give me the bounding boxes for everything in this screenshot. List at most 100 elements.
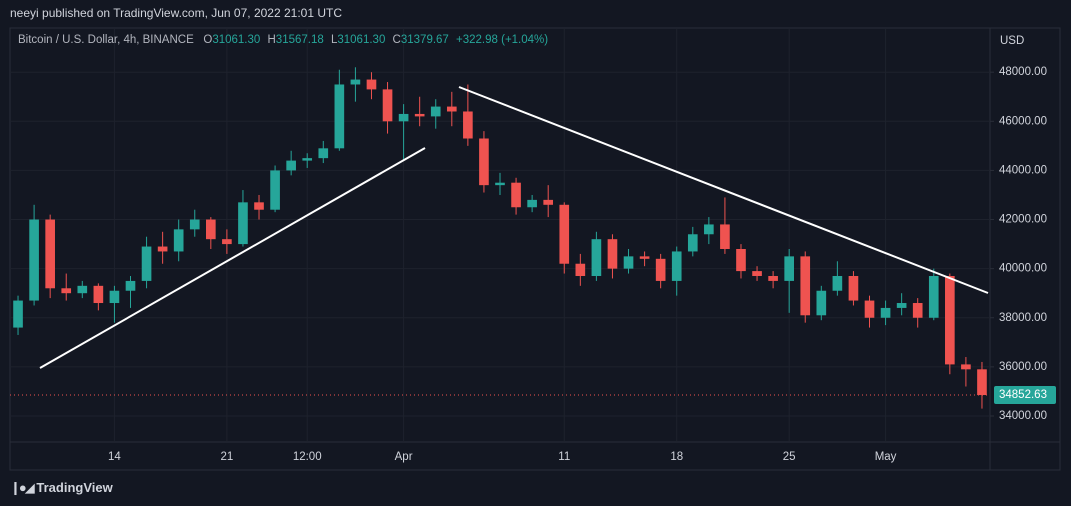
- ohlc-key: H: [267, 34, 276, 46]
- y-tick-label: 46000.00: [999, 115, 1047, 127]
- candle-body: [13, 300, 23, 328]
- brand: TradingView: [36, 480, 113, 495]
- candle-body: [928, 276, 939, 318]
- candle-body: [334, 84, 345, 149]
- ohlc-value: 31379.67: [400, 34, 449, 46]
- candle-body: [736, 248, 746, 272]
- y-tick-label: 42000.00: [999, 214, 1047, 226]
- candle-body: [591, 239, 602, 277]
- candle-body: [318, 148, 329, 159]
- candle-body: [623, 256, 634, 269]
- candle-body: [511, 182, 521, 208]
- candle-body: [45, 219, 55, 289]
- ohlc-key: L: [330, 34, 338, 46]
- candle-body: [671, 251, 682, 281]
- candle-body: [414, 113, 425, 117]
- candle-body: [463, 111, 473, 139]
- candles: [13, 67, 987, 409]
- candle-body: [29, 219, 39, 301]
- ohlc-value: 31567.18: [275, 34, 324, 46]
- candle-body: [945, 276, 955, 365]
- candle-body: [238, 202, 248, 245]
- x-tick-label: 21: [220, 451, 233, 463]
- last-price-label: 34852.63: [999, 389, 1047, 401]
- candle-body: [77, 285, 88, 294]
- y-tick-label: 34000.00: [999, 410, 1047, 422]
- candle-body: [157, 246, 168, 252]
- candle-body: [784, 256, 794, 281]
- candle-body: [254, 202, 264, 210]
- ohlc-key: O: [203, 34, 213, 46]
- candle-body: [61, 288, 72, 294]
- ohlc-value: 31061.30: [212, 34, 261, 46]
- candle-body: [816, 290, 827, 316]
- candle-body: [559, 204, 570, 264]
- candle-body: [479, 138, 489, 186]
- candle-body: [93, 285, 104, 304]
- candle-body: [687, 234, 698, 252]
- candle-body: [141, 246, 152, 281]
- candle-body: [912, 303, 923, 318]
- candle-body: [704, 224, 714, 235]
- candle-body: [961, 364, 971, 370]
- x-tick-label: May: [875, 451, 897, 463]
- candle-body: [527, 199, 537, 208]
- x-tick-label: Apr: [395, 451, 413, 463]
- candle-body: [655, 258, 666, 281]
- candle-body: [752, 271, 762, 277]
- chart-frame: [9, 27, 1061, 471]
- candle-body: [800, 256, 811, 316]
- candle-body: [575, 263, 586, 277]
- candle-body: [848, 276, 859, 301]
- candle-body: [109, 290, 120, 304]
- ohlc-value: 31061.30: [337, 34, 386, 46]
- candle-body: [222, 239, 232, 245]
- candle-body: [639, 256, 650, 259]
- candle-body: [832, 276, 843, 291]
- last-price-tag: [994, 386, 1056, 405]
- candle-body: [896, 303, 907, 308]
- symbol-legend: Bitcoin / U.S. Dollar, 4h, BINANCE O3106…: [18, 34, 552, 46]
- candle-body: [607, 239, 618, 269]
- candle-body: [286, 160, 296, 171]
- candle-body: [864, 300, 875, 318]
- y-tick-label: 44000.00: [999, 164, 1047, 176]
- candle-body: [720, 224, 730, 249]
- labels: 34000.00 36000.00 38000.00 40000.00 42000.00…: [10, 66, 1056, 463]
- change: +322.98 (+1.04%): [456, 34, 549, 46]
- candle-body: [350, 79, 361, 85]
- ohlc-key: C: [392, 34, 401, 46]
- x-tick-label: 18: [670, 451, 683, 463]
- candle-body: [543, 199, 554, 205]
- x-tick-label: 14: [108, 451, 121, 463]
- grid: [10, 28, 990, 442]
- x-tick-label: 12:00: [293, 451, 322, 463]
- y-tick-label: 36000.00: [999, 361, 1047, 373]
- x-tick-label: 25: [783, 451, 796, 463]
- candle-body: [173, 229, 184, 252]
- candle-body: [398, 113, 409, 122]
- candle-body: [302, 158, 313, 161]
- logo-mark: ❙●◢: [10, 480, 35, 495]
- trendline: [458, 86, 989, 294]
- candle-body: [206, 219, 216, 240]
- candle-body: [446, 106, 457, 112]
- brand-logo: ❙●◢ TradingView: [10, 480, 113, 496]
- symbol: Bitcoin / U.S. Dollar, 4h, BINANCE: [18, 34, 194, 46]
- candle-body: [495, 182, 505, 186]
- trendline: [39, 147, 426, 369]
- y-tick-label: 38000.00: [999, 312, 1047, 324]
- y-tick-label: 48000.00: [999, 66, 1047, 78]
- y-tick-label: 40000.00: [999, 263, 1047, 275]
- candle-body: [768, 276, 778, 281]
- x-tick-label: 11: [558, 451, 570, 463]
- candle-body: [189, 219, 200, 230]
- candle-body: [125, 280, 136, 291]
- candle-body: [382, 89, 393, 122]
- candle-body: [880, 307, 891, 318]
- candle-body: [430, 106, 441, 117]
- publisher-line: neeyi published on TradingView.com, Jun …: [10, 6, 342, 20]
- candle-body: [977, 369, 987, 396]
